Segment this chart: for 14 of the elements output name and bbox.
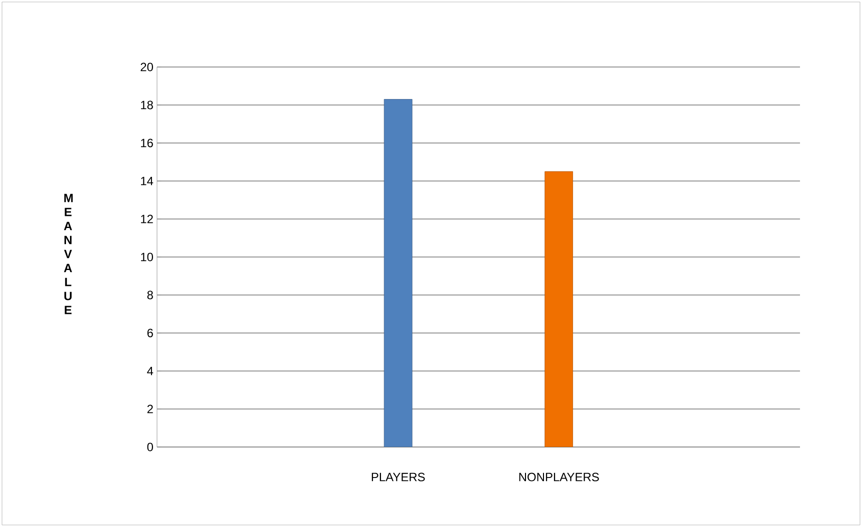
x-tick-label: PLAYERS — [372, 472, 425, 482]
y-tick-label: 8 — [147, 290, 153, 300]
y-tick-label: 6 — [147, 328, 153, 338]
y-tick-label: 12 — [141, 214, 153, 224]
y-tick-label: 0 — [147, 442, 154, 452]
x-tick-label: NONPLAYERS — [519, 472, 599, 482]
y-tick-label: 18 — [141, 100, 153, 110]
y-tick-label: 4 — [147, 366, 154, 376]
y-tick-label: 20 — [140, 62, 154, 72]
y-tick-label: 2 — [147, 404, 153, 414]
y-tick-label: 14 — [141, 176, 154, 186]
text: M E A N V A L U E — [64, 194, 73, 314]
y-tick-label: 10 — [141, 252, 154, 262]
y-tick-label: 16 — [141, 138, 153, 148]
